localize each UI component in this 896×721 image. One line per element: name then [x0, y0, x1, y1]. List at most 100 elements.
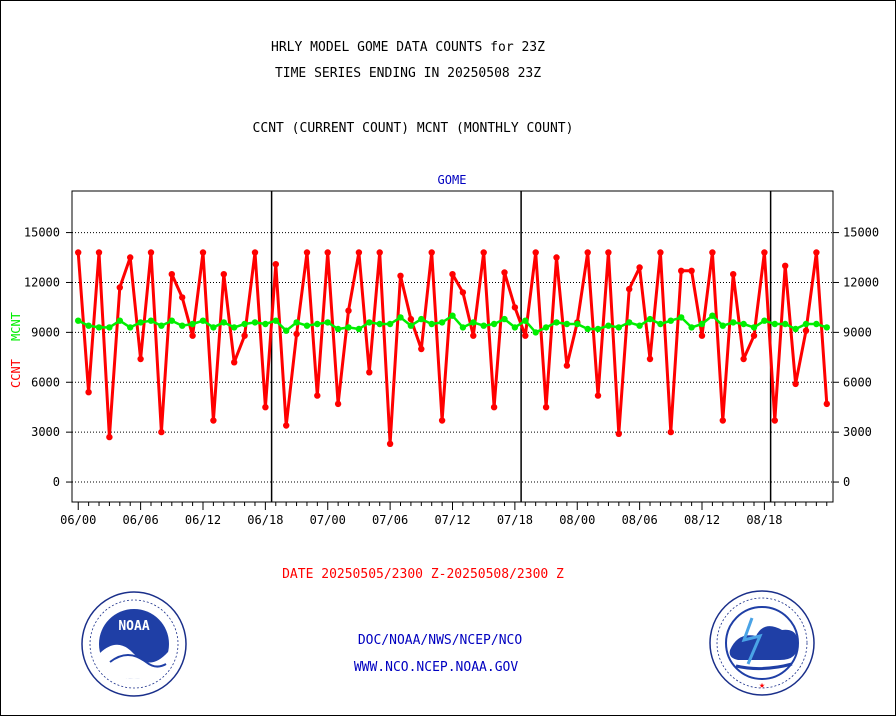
ccnt-point — [678, 267, 685, 274]
website-label[interactable]: WWW.NCO.NCEP.NOAA.GOV — [354, 660, 519, 675]
mcnt-point — [407, 322, 415, 329]
ccnt-point — [802, 327, 810, 334]
ccnt-point — [293, 330, 300, 338]
ccnt-point — [334, 400, 342, 408]
nws-star-icon: ★ — [759, 680, 765, 691]
mcnt-point — [792, 325, 799, 333]
ccnt-point — [522, 332, 529, 339]
y-tick-label-left: 3000 — [31, 425, 60, 439]
y-axis-label-mcnt: MCNT — [9, 312, 23, 341]
ccnt-point — [345, 307, 352, 314]
y-axis-label-ccnt: CCNT — [9, 359, 23, 388]
x-tick-label: 07/12 — [434, 513, 470, 527]
mcnt-point — [501, 315, 508, 323]
ccnt-point — [594, 392, 602, 399]
ccnt-point — [158, 428, 165, 436]
ccnt-point — [532, 249, 539, 256]
ccnt-point — [792, 380, 799, 388]
title-line-2: TIME SERIES ENDING IN 20250508 23Z — [275, 66, 541, 81]
mcnt-point — [231, 324, 238, 331]
mcnt-point — [293, 319, 300, 326]
ccnt-point — [605, 249, 612, 256]
mcnt-point — [730, 319, 737, 326]
mcnt-point — [823, 324, 830, 331]
ccnt-point — [147, 249, 155, 256]
chart-subtitle: CCNT (CURRENT COUNT) MCNT (MONTHLY COUNT… — [253, 121, 574, 136]
y-tick-label-right: 6000 — [843, 375, 872, 389]
ccnt-point — [646, 355, 654, 363]
ccnt-point — [688, 267, 695, 274]
mcnt-point — [678, 314, 685, 321]
x-tick-label: 06/06 — [123, 513, 159, 527]
ccnt-point — [116, 284, 124, 291]
mcnt-point — [418, 315, 425, 323]
mcnt-point — [199, 317, 207, 324]
ccnt-point — [480, 249, 487, 256]
y-tick-label-left: 6000 — [31, 375, 60, 389]
plot-frame — [71, 190, 834, 503]
ccnt-point — [179, 294, 186, 301]
x-tick-label: 07/00 — [310, 513, 346, 527]
mcnt-point — [667, 317, 674, 324]
nws-logo: ★ — [709, 590, 815, 696]
mcnt-point — [574, 320, 581, 328]
mcnt-point — [542, 324, 550, 331]
ccnt-point — [782, 262, 789, 269]
ccnt-series — [75, 249, 830, 447]
y-tick-label-left: 15000 — [24, 226, 60, 240]
mcnt-point — [470, 319, 477, 326]
ccnt-point — [324, 249, 331, 256]
ccnt-point — [407, 315, 415, 323]
ccnt-point — [501, 269, 508, 276]
y-tick-label-right: 12000 — [843, 275, 879, 289]
ccnt-point — [730, 271, 737, 278]
ccnt-point — [231, 359, 238, 366]
mcnt-point — [657, 320, 664, 328]
ccnt-point — [189, 332, 196, 339]
x-tick-label: 08/12 — [684, 513, 720, 527]
ccnt-point — [636, 264, 643, 271]
mcnt-point — [345, 324, 352, 331]
mcnt-point — [127, 324, 134, 331]
mcnt-point — [376, 320, 383, 328]
ccnt-point — [771, 417, 778, 424]
ccnt-point — [667, 428, 674, 436]
ccnt-point — [761, 249, 768, 256]
panel-label: GOME — [438, 173, 467, 187]
mcnt-point — [761, 317, 768, 324]
mcnt-point — [438, 319, 446, 326]
ccnt-point — [428, 249, 435, 256]
x-tick-label: 06/18 — [247, 513, 283, 527]
ccnt-point — [251, 249, 259, 256]
mcnt-point — [594, 325, 602, 333]
mcnt-point — [740, 320, 747, 328]
x-tick-label: 08/06 — [622, 513, 658, 527]
mcnt-point — [272, 317, 279, 324]
mcnt-point — [813, 320, 820, 328]
mcnt-point — [532, 329, 539, 336]
mcnt-point — [241, 320, 248, 328]
mcnt-point — [168, 317, 175, 324]
mcnt-point — [459, 324, 467, 331]
ccnt-point — [698, 332, 706, 339]
ccnt-point — [438, 417, 446, 424]
x-tick-label: 06/00 — [60, 513, 96, 527]
ccnt-point — [719, 417, 726, 424]
ccnt-point — [397, 272, 404, 279]
ccnt-point — [418, 345, 425, 353]
mcnt-point — [709, 312, 716, 319]
mcnt-point — [116, 317, 124, 324]
mcnt-point — [397, 314, 404, 321]
mcnt-point — [283, 327, 290, 334]
mcnt-point — [158, 322, 165, 329]
noaa-logo-text: NOAA — [118, 619, 149, 634]
ccnt-point — [376, 249, 383, 256]
axis-ticks: 0 0 3000 3000 6000 6000 9000 9000 12000 12000 1500… — [24, 226, 879, 527]
mcnt-point — [584, 325, 591, 333]
mcnt-point — [563, 320, 571, 328]
y-tick-label-right: 9000 — [843, 325, 872, 339]
ccnt-point — [449, 271, 456, 278]
ccnt-point — [366, 369, 373, 376]
